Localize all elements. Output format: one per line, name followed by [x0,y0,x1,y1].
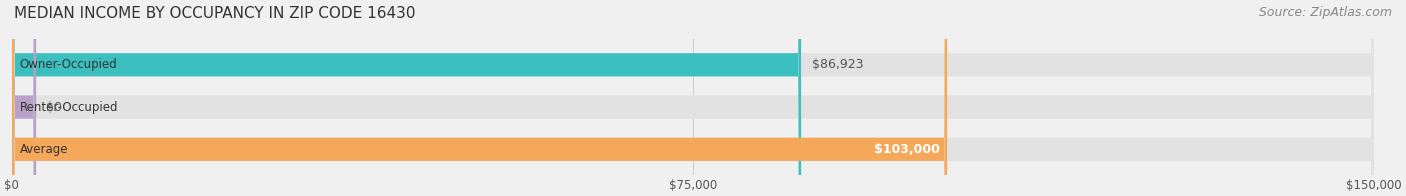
Text: $103,000: $103,000 [875,143,941,156]
FancyBboxPatch shape [11,0,37,196]
Text: MEDIAN INCOME BY OCCUPANCY IN ZIP CODE 16430: MEDIAN INCOME BY OCCUPANCY IN ZIP CODE 1… [14,6,416,21]
Text: Renter-Occupied: Renter-Occupied [20,101,118,113]
Text: Source: ZipAtlas.com: Source: ZipAtlas.com [1258,6,1392,19]
FancyBboxPatch shape [11,0,1374,196]
FancyBboxPatch shape [11,0,1374,196]
FancyBboxPatch shape [11,0,948,196]
FancyBboxPatch shape [11,0,1374,196]
Text: $86,923: $86,923 [813,58,863,71]
Text: Average: Average [20,143,69,156]
Text: Owner-Occupied: Owner-Occupied [20,58,118,71]
FancyBboxPatch shape [11,0,801,196]
Text: $0: $0 [45,101,62,113]
